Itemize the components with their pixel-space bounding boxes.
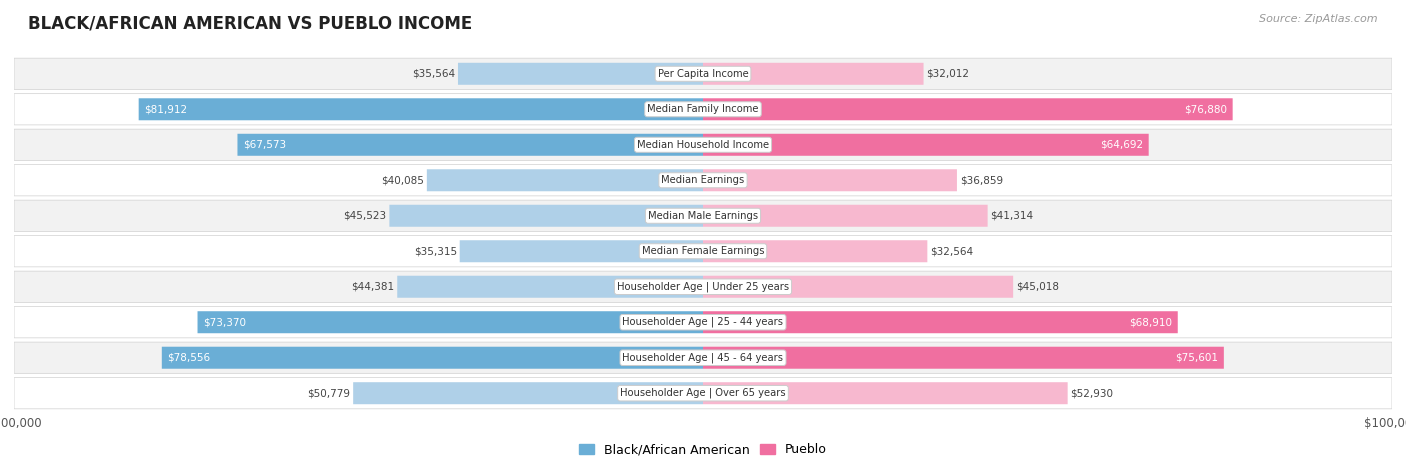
Text: $45,018: $45,018 <box>1017 282 1059 292</box>
Text: Median Female Earnings: Median Female Earnings <box>641 246 765 256</box>
Text: $78,556: $78,556 <box>167 353 211 363</box>
Legend: Black/African American, Pueblo: Black/African American, Pueblo <box>574 439 832 461</box>
FancyBboxPatch shape <box>703 98 1233 120</box>
Text: $75,601: $75,601 <box>1175 353 1219 363</box>
Text: $73,370: $73,370 <box>202 317 246 327</box>
FancyBboxPatch shape <box>238 134 703 156</box>
Text: $35,564: $35,564 <box>412 69 456 79</box>
FancyBboxPatch shape <box>458 63 703 85</box>
FancyBboxPatch shape <box>14 307 1392 338</box>
FancyBboxPatch shape <box>703 240 928 262</box>
Text: Per Capita Income: Per Capita Income <box>658 69 748 79</box>
Text: Median Earnings: Median Earnings <box>661 175 745 185</box>
FancyBboxPatch shape <box>460 240 703 262</box>
FancyBboxPatch shape <box>703 205 987 227</box>
Text: $35,315: $35,315 <box>413 246 457 256</box>
FancyBboxPatch shape <box>14 200 1392 231</box>
FancyBboxPatch shape <box>703 276 1014 298</box>
FancyBboxPatch shape <box>703 63 924 85</box>
Text: $44,381: $44,381 <box>352 282 395 292</box>
Text: $76,880: $76,880 <box>1184 104 1227 114</box>
FancyBboxPatch shape <box>703 134 1149 156</box>
Text: $50,779: $50,779 <box>308 388 350 398</box>
FancyBboxPatch shape <box>703 347 1223 369</box>
FancyBboxPatch shape <box>14 236 1392 267</box>
FancyBboxPatch shape <box>14 165 1392 196</box>
Text: Median Household Income: Median Household Income <box>637 140 769 150</box>
Text: Median Family Income: Median Family Income <box>647 104 759 114</box>
Text: $40,085: $40,085 <box>381 175 425 185</box>
FancyBboxPatch shape <box>14 129 1392 160</box>
Text: $32,012: $32,012 <box>927 69 969 79</box>
Text: Median Male Earnings: Median Male Earnings <box>648 211 758 221</box>
Text: $45,523: $45,523 <box>343 211 387 221</box>
Text: Householder Age | 45 - 64 years: Householder Age | 45 - 64 years <box>623 353 783 363</box>
Text: Householder Age | Over 65 years: Householder Age | Over 65 years <box>620 388 786 398</box>
Text: $32,564: $32,564 <box>931 246 973 256</box>
FancyBboxPatch shape <box>162 347 703 369</box>
Text: $67,573: $67,573 <box>243 140 285 150</box>
Text: Householder Age | 25 - 44 years: Householder Age | 25 - 44 years <box>623 317 783 327</box>
FancyBboxPatch shape <box>703 311 1178 333</box>
FancyBboxPatch shape <box>14 94 1392 125</box>
FancyBboxPatch shape <box>398 276 703 298</box>
Text: $52,930: $52,930 <box>1070 388 1114 398</box>
Text: BLACK/AFRICAN AMERICAN VS PUEBLO INCOME: BLACK/AFRICAN AMERICAN VS PUEBLO INCOME <box>28 14 472 32</box>
FancyBboxPatch shape <box>14 342 1392 373</box>
FancyBboxPatch shape <box>14 58 1392 89</box>
Text: Source: ZipAtlas.com: Source: ZipAtlas.com <box>1260 14 1378 24</box>
FancyBboxPatch shape <box>139 98 703 120</box>
Text: $41,314: $41,314 <box>990 211 1033 221</box>
FancyBboxPatch shape <box>389 205 703 227</box>
FancyBboxPatch shape <box>353 382 703 404</box>
FancyBboxPatch shape <box>703 169 957 191</box>
Text: $81,912: $81,912 <box>145 104 187 114</box>
FancyBboxPatch shape <box>14 378 1392 409</box>
Text: Householder Age | Under 25 years: Householder Age | Under 25 years <box>617 282 789 292</box>
FancyBboxPatch shape <box>14 271 1392 302</box>
FancyBboxPatch shape <box>703 382 1067 404</box>
Text: $36,859: $36,859 <box>960 175 1002 185</box>
Text: $64,692: $64,692 <box>1099 140 1143 150</box>
Text: $68,910: $68,910 <box>1129 317 1173 327</box>
FancyBboxPatch shape <box>197 311 703 333</box>
FancyBboxPatch shape <box>427 169 703 191</box>
